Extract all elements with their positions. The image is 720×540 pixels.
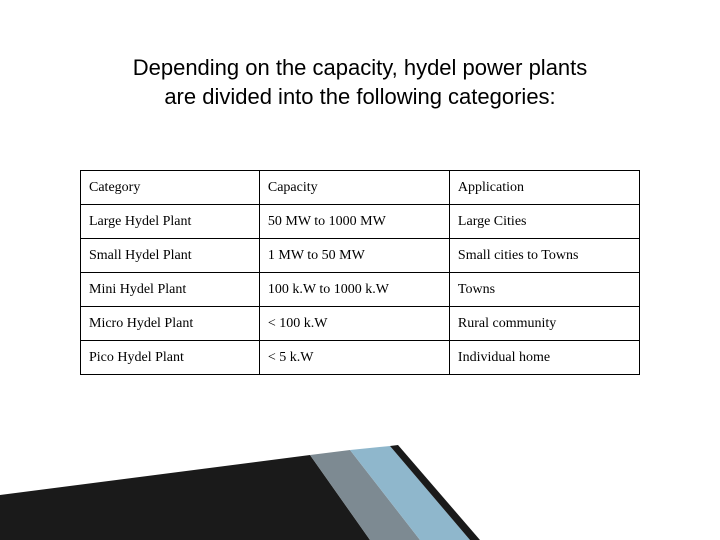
table-cell: Large Cities — [449, 205, 639, 239]
decorative-slashes — [0, 400, 720, 540]
table-row: Pico Hydel Plant < 5 k.W Individual home — [81, 341, 640, 375]
table-row: Large Hydel Plant 50 MW to 1000 MW Large… — [81, 205, 640, 239]
table-cell: Pico Hydel Plant — [81, 341, 260, 375]
table-cell: Small cities to Towns — [449, 239, 639, 273]
table-cell: < 5 k.W — [259, 341, 449, 375]
categories-table-container: Category Capacity Application Large Hyde… — [80, 170, 640, 375]
table-cell: 100 k.W to 1000 k.W — [259, 273, 449, 307]
table-cell: Individual home — [449, 341, 639, 375]
table-cell: Large Hydel Plant — [81, 205, 260, 239]
table-cell: Category — [81, 171, 260, 205]
table-row: Micro Hydel Plant < 100 k.W Rural commun… — [81, 307, 640, 341]
table-row: Mini Hydel Plant 100 k.W to 1000 k.W Tow… — [81, 273, 640, 307]
table-cell: Micro Hydel Plant — [81, 307, 260, 341]
table-row: Small Hydel Plant 1 MW to 50 MW Small ci… — [81, 239, 640, 273]
table-cell: Application — [449, 171, 639, 205]
table-cell: 1 MW to 50 MW — [259, 239, 449, 273]
table-cell: Towns — [449, 273, 639, 307]
categories-table: Category Capacity Application Large Hyde… — [80, 170, 640, 375]
title-line-2: are divided into the following categorie… — [164, 84, 555, 109]
table-cell: Rural community — [449, 307, 639, 341]
table-cell: Small Hydel Plant — [81, 239, 260, 273]
table-row: Category Capacity Application — [81, 171, 640, 205]
table-cell: Capacity — [259, 171, 449, 205]
slide-title: Depending on the capacity, hydel power p… — [70, 54, 650, 111]
table-cell: < 100 k.W — [259, 307, 449, 341]
title-line-1: Depending on the capacity, hydel power p… — [133, 55, 588, 80]
table-cell: Mini Hydel Plant — [81, 273, 260, 307]
table-cell: 50 MW to 1000 MW — [259, 205, 449, 239]
